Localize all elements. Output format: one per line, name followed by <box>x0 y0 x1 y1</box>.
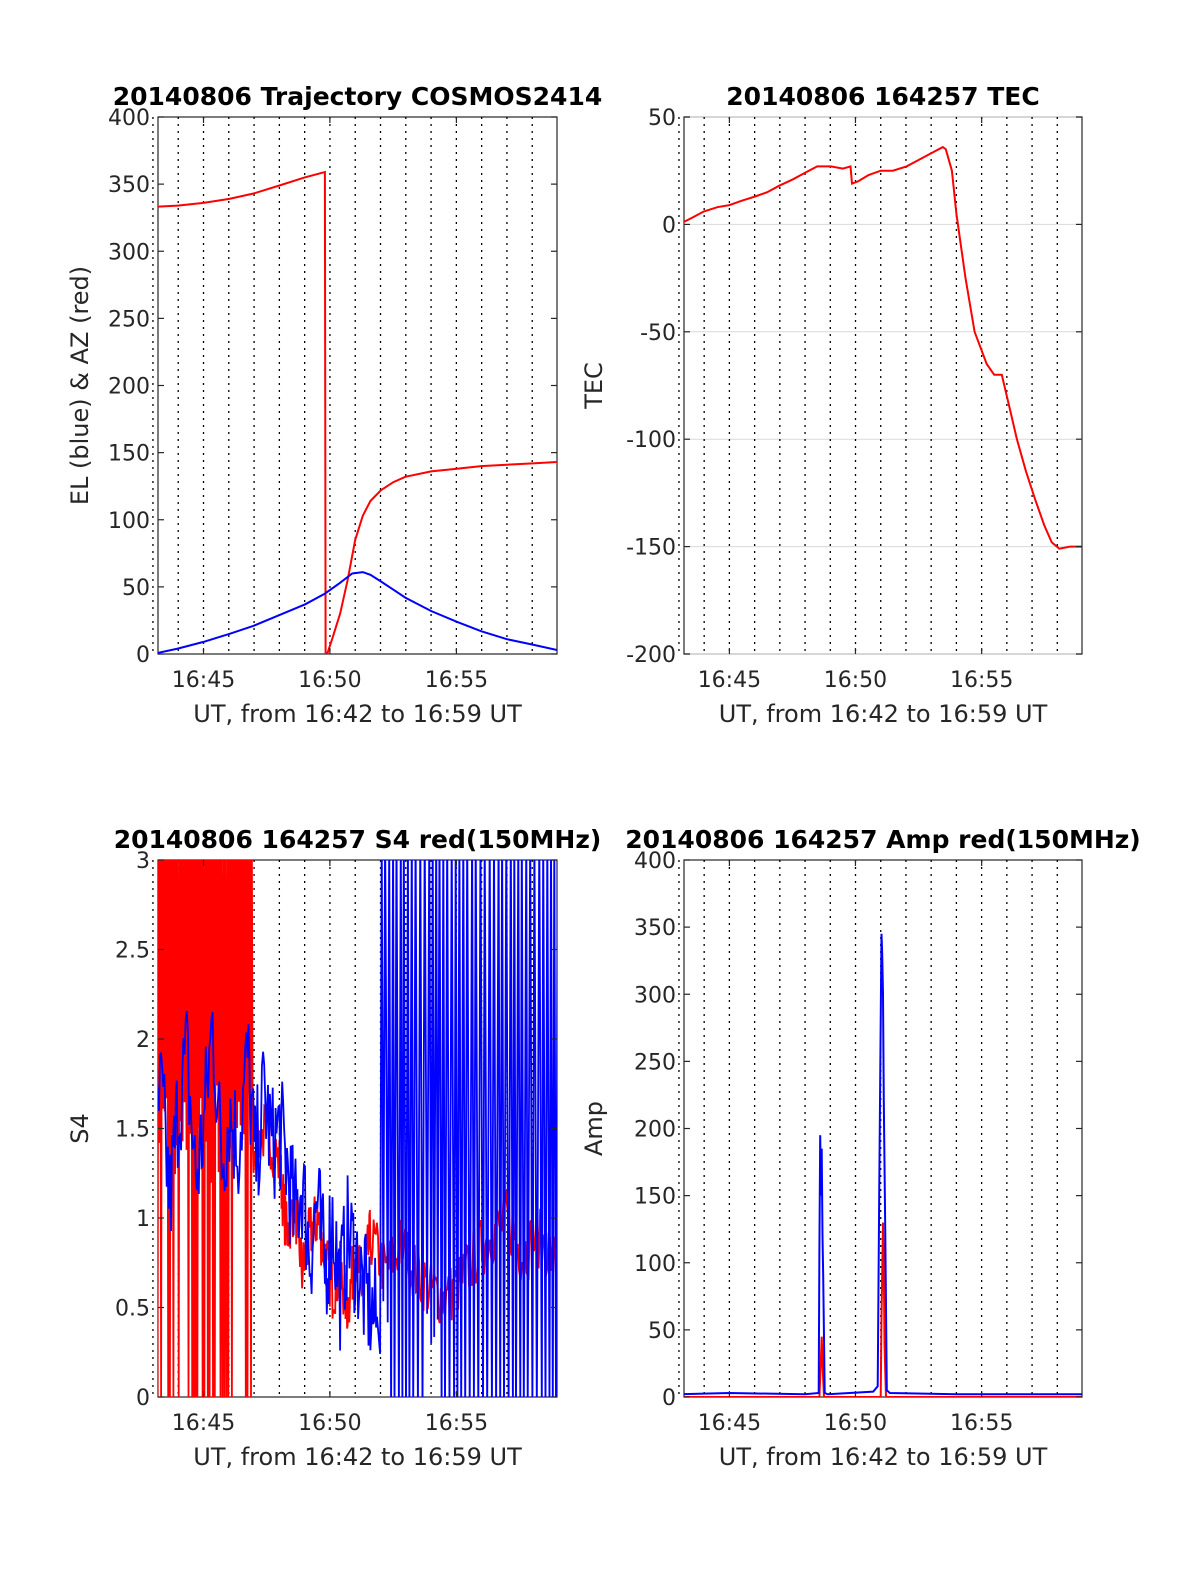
y-tick-label: 300 <box>108 240 150 265</box>
series-layer <box>684 145 1082 550</box>
chart-4: 0 50 100 150 200 250 300 350 400 16:45 16:50 16:55 2… <box>580 825 1141 1471</box>
y-tick-label: -100 <box>626 428 676 453</box>
y-tick-label: 250 <box>108 307 150 332</box>
y-axis-label: S4 <box>66 1113 94 1144</box>
x-tick-label: 16:50 <box>824 1411 887 1436</box>
y-tick-label: 350 <box>634 916 676 941</box>
y-tick-label: 1.5 <box>115 1118 150 1143</box>
y-tick-label: 400 <box>108 106 150 131</box>
series-line-red <box>158 170 557 654</box>
y-tick-label: 150 <box>634 1185 676 1210</box>
x-tick-label: 16:50 <box>298 1411 361 1436</box>
y-tick-label: 150 <box>108 442 150 467</box>
series-line-blue <box>158 571 557 654</box>
x-axis-label: UT, from 16:42 to 16:59 UT <box>193 1443 522 1471</box>
series-layer <box>158 860 557 1397</box>
x-tick-label: 16:45 <box>698 1411 761 1436</box>
y-tick-label: 300 <box>634 983 676 1008</box>
y-tick-label: 100 <box>108 509 150 534</box>
y-tick-label: 50 <box>648 1319 676 1344</box>
y-tick-label: 400 <box>634 849 676 874</box>
x-tick-label: 16:55 <box>950 1411 1013 1436</box>
y-tick-label: 1 <box>136 1207 150 1232</box>
y-tick-label: 200 <box>108 375 150 400</box>
y-tick-label: -150 <box>626 536 676 561</box>
chart-title: 20140806 164257 TEC <box>726 82 1039 111</box>
y-axis-label: TEC <box>580 362 608 410</box>
chart-2: -200 -150 -100 -50 0 50 16:45 16:50 16:55 2014080… <box>580 82 1083 728</box>
y-tick-label: 0.5 <box>115 1297 150 1322</box>
series-line-blue <box>158 860 557 1397</box>
y-tick-label: 200 <box>634 1118 676 1143</box>
x-axis-label: UT, from 16:42 to 16:59 UT <box>719 700 1048 728</box>
y-tick-label: 350 <box>108 173 150 198</box>
y-tick-label: 50 <box>648 106 676 131</box>
plot-area <box>683 116 1083 655</box>
y-tick-label: 3 <box>136 849 150 874</box>
y-tick-label: 0 <box>662 213 676 238</box>
x-tick-label: 16:45 <box>698 668 761 693</box>
plot-area <box>157 116 558 655</box>
series-layer <box>158 170 557 654</box>
x-axis-label: UT, from 16:42 to 16:59 UT <box>193 700 522 728</box>
x-tick-label: 16:55 <box>425 668 488 693</box>
y-tick-label: 2 <box>136 1028 150 1053</box>
y-tick-label: 0 <box>136 643 150 668</box>
y-axis-label: EL (blue) & AZ (red) <box>66 266 94 505</box>
chart-1: 0 50 100 150 200 250 300 350 400 16:45 16:50 16:55 2… <box>66 82 602 728</box>
chart-3: 0 0.5 1 1.5 2 2.5 3 16:45 16:50 16:55 20140806 164… <box>66 825 602 1471</box>
x-axis-label: UT, from 16:42 to 16:59 UT <box>719 1443 1048 1471</box>
y-tick-label: -50 <box>640 321 676 346</box>
x-tick-label: 16:45 <box>172 668 235 693</box>
y-tick-label: 50 <box>122 576 150 601</box>
y-tick-label: -200 <box>626 643 676 668</box>
plot-area <box>683 859 1083 1398</box>
y-tick-label: 100 <box>634 1252 676 1277</box>
y-tick-label: 250 <box>634 1050 676 1075</box>
y-axis-label: Amp <box>580 1101 608 1156</box>
y-tick-label: 0 <box>662 1386 676 1411</box>
x-tick-label: 16:50 <box>824 668 887 693</box>
series-line-red <box>684 145 1082 550</box>
series-layer <box>684 933 1082 1397</box>
chart-title: 20140806 Trajectory COSMOS2414 <box>113 82 603 111</box>
x-tick-label: 16:45 <box>172 1411 235 1436</box>
series-line-red <box>684 1222 1082 1397</box>
chart-title: 20140806 164257 S4 red(150MHz) <box>114 825 602 854</box>
y-tick-label: 2.5 <box>115 939 150 964</box>
series-line-blue <box>684 933 1082 1396</box>
y-tick-label: 0 <box>136 1386 150 1411</box>
x-tick-label: 16:50 <box>298 668 361 693</box>
x-tick-label: 16:55 <box>425 1411 488 1436</box>
chart-title: 20140806 164257 Amp red(150MHz) <box>625 825 1141 854</box>
x-tick-label: 16:55 <box>950 668 1013 693</box>
